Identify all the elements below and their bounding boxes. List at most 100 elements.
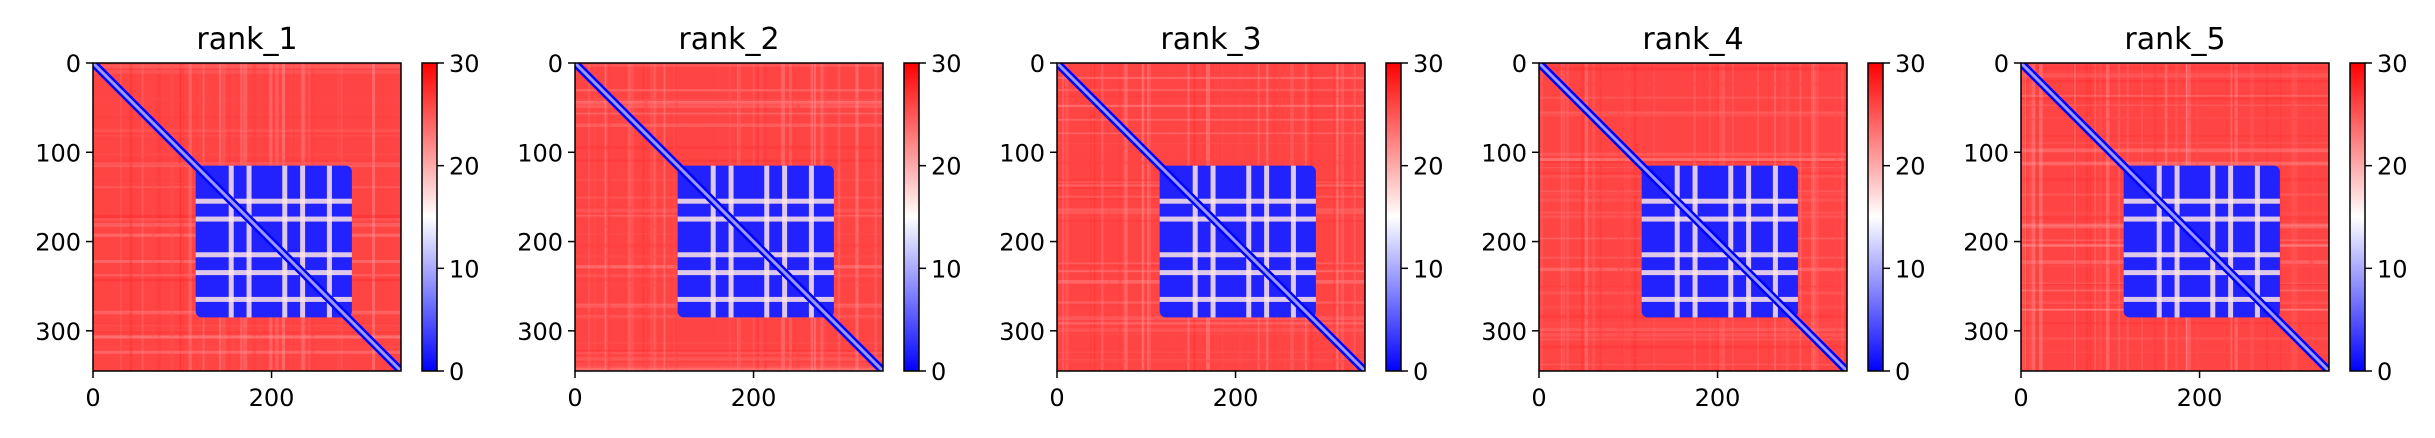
x-tick-label: 200 bbox=[2177, 384, 2223, 412]
heatmap-streak bbox=[93, 162, 401, 165]
y-tick-label: 200 bbox=[517, 229, 563, 257]
heatmap-streak bbox=[1539, 338, 1847, 340]
colorbar-tick-label: 10 bbox=[1895, 255, 1926, 283]
heatmap-streak bbox=[1539, 67, 1847, 71]
colorbar-tick-label: 0 bbox=[2377, 358, 2392, 386]
heatmap-streak bbox=[575, 98, 883, 101]
x-tick-label: 200 bbox=[249, 384, 295, 412]
y-tick-label: 0 bbox=[1512, 50, 1527, 78]
y-tick-label: 0 bbox=[1030, 50, 1045, 78]
heatmap-cells bbox=[2021, 63, 2329, 371]
heatmap-gap bbox=[2210, 166, 2215, 318]
heatmap-streak bbox=[2021, 97, 2329, 100]
colorbar-tick-label: 20 bbox=[931, 153, 962, 181]
heatmap-streak bbox=[130, 63, 133, 371]
heatmap-streak bbox=[2021, 142, 2329, 144]
colorbar-tick-label: 10 bbox=[1413, 255, 1444, 283]
y-tick-label: 100 bbox=[999, 139, 1045, 167]
colorbar-tick-label: 0 bbox=[449, 358, 464, 386]
heatmap-streak bbox=[1109, 63, 1110, 371]
y-tick-label: 100 bbox=[1963, 139, 2009, 167]
y-tick-label: 100 bbox=[1481, 139, 1527, 167]
heatmap-streak bbox=[1539, 357, 1847, 359]
colorbar-tick-label: 10 bbox=[931, 255, 962, 283]
heatmap-streak bbox=[2021, 66, 2329, 69]
heatmap-gap bbox=[729, 166, 734, 318]
heatmap-streak bbox=[93, 351, 401, 354]
heatmap-cells bbox=[575, 63, 883, 371]
heatmap-streak bbox=[1118, 63, 1121, 371]
heatmap-streak bbox=[575, 64, 883, 66]
heatmap-streak bbox=[1094, 63, 1095, 371]
heatmap-streak bbox=[1147, 63, 1149, 371]
y-tick-label: 300 bbox=[999, 318, 1045, 346]
colorbar-tick-label: 10 bbox=[2377, 255, 2408, 283]
y-tick-label: 300 bbox=[35, 318, 81, 346]
heatmap-streak bbox=[1566, 63, 1569, 371]
y-tick-label: 200 bbox=[1481, 229, 1527, 257]
heatmap-streak bbox=[1623, 63, 1626, 371]
heatmap-streak bbox=[575, 124, 883, 127]
heatmap-streak bbox=[2021, 149, 2329, 153]
heatmap-streak bbox=[1057, 161, 1365, 165]
heatmap-streak bbox=[1539, 345, 1847, 348]
heatmap-streak bbox=[673, 63, 674, 371]
heatmap-streak bbox=[2021, 95, 2329, 96]
heatmap-gap bbox=[2175, 166, 2180, 318]
colorbar-tick-label: 20 bbox=[2377, 153, 2408, 181]
y-tick-label: 100 bbox=[35, 139, 81, 167]
heatmap-streak bbox=[1126, 63, 1128, 371]
y-tick-label: 100 bbox=[517, 139, 563, 167]
subplot-1: rank_101002003000 2000102030 bbox=[35, 22, 479, 412]
subplot-title: rank_5 bbox=[2124, 22, 2225, 57]
heatmap-gap bbox=[1675, 166, 1680, 318]
subplot-3: rank_301002003000 2000102030 bbox=[999, 22, 1443, 412]
heatmap-streak bbox=[1142, 63, 1143, 371]
colorbar-tick-label: 30 bbox=[931, 50, 962, 78]
colorbar-tick-label: 30 bbox=[2377, 50, 2408, 78]
heatmap-streak bbox=[2021, 73, 2329, 77]
x-tick-label: 0 bbox=[2013, 384, 2028, 412]
heatmap-streak bbox=[1539, 83, 1847, 86]
heatmap-cells bbox=[93, 63, 401, 374]
subplot-title: rank_3 bbox=[1160, 22, 1261, 57]
heatmap-streak bbox=[1062, 63, 1064, 371]
heatmap-gap bbox=[300, 166, 305, 318]
y-tick-label: 0 bbox=[66, 50, 81, 78]
subplot-5: rank_501002003000 2000102030 bbox=[1963, 22, 2407, 412]
heatmap-gap bbox=[782, 166, 787, 318]
heatmap-gap bbox=[711, 166, 716, 318]
heatmap-streak bbox=[2021, 80, 2329, 83]
x-tick-label: 200 bbox=[731, 384, 777, 412]
subplot-title: rank_2 bbox=[678, 22, 779, 57]
y-tick-label: 300 bbox=[1481, 318, 1527, 346]
heatmap-streak bbox=[633, 63, 634, 371]
heatmap-gap bbox=[1746, 166, 1751, 318]
colorbar-tick-label: 20 bbox=[1413, 153, 1444, 181]
colorbar bbox=[1386, 63, 1401, 371]
heatmap-streak bbox=[2021, 351, 2329, 352]
subplot-title: rank_4 bbox=[1642, 22, 1743, 57]
heatmap-streak bbox=[1065, 63, 1069, 371]
subplot-4: rank_4 0 100 200 300 0 200 0 10 20 30 bbox=[1481, 22, 1925, 412]
colorbar-tick-label: 20 bbox=[449, 153, 480, 181]
heatmap-streak bbox=[93, 65, 401, 69]
heatmap-streak bbox=[2021, 135, 2329, 136]
heatmap-gap bbox=[1693, 166, 1698, 318]
heatmap-streak bbox=[1150, 63, 1151, 371]
heatmap-streak bbox=[120, 63, 122, 371]
heatmap-gap bbox=[764, 166, 769, 318]
colorbar-tick-label: 0 bbox=[931, 358, 946, 386]
heatmap-streak bbox=[606, 63, 610, 371]
heatmap-streak bbox=[1057, 360, 1365, 363]
x-tick-label: 0 bbox=[1049, 384, 1064, 412]
heatmap-streak bbox=[874, 63, 877, 371]
y-tick-label: 300 bbox=[517, 318, 563, 346]
heatmap-gap bbox=[1728, 166, 1733, 318]
heatmap-streak bbox=[93, 346, 401, 348]
colorbar-tick-label: 20 bbox=[1895, 153, 1926, 181]
x-tick-label: 200 bbox=[1213, 384, 1259, 412]
heatmap-streak bbox=[93, 336, 401, 338]
x-tick-label: 200 bbox=[1695, 384, 1741, 412]
